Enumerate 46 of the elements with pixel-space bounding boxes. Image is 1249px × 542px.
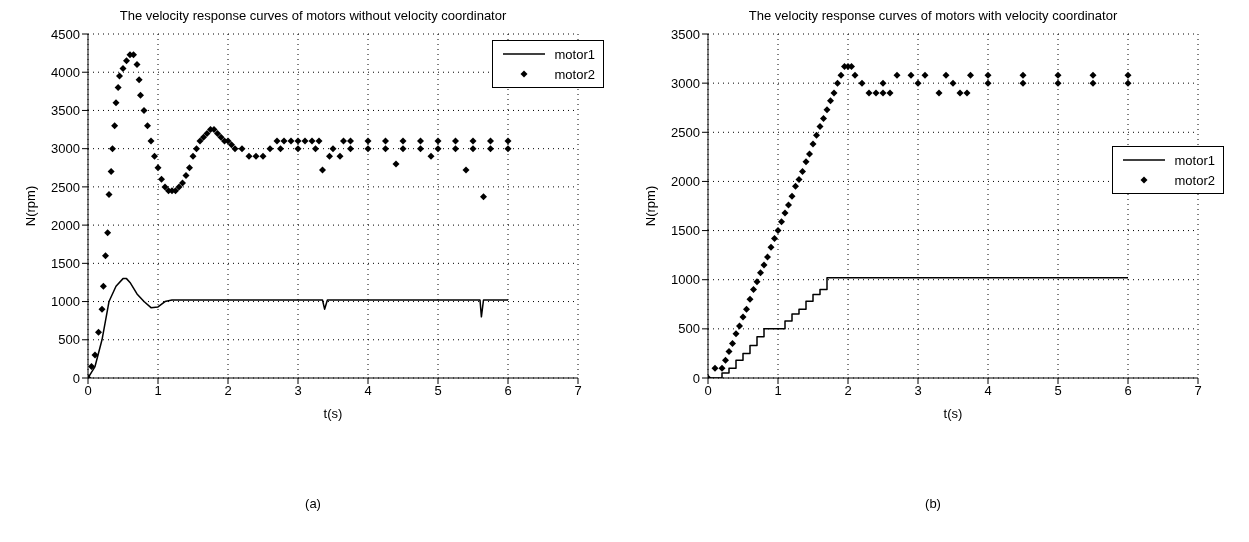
y-tick-label: 2500	[671, 124, 700, 140]
x-tick-label: 4	[364, 383, 372, 399]
y-tick-label: 0	[72, 370, 80, 386]
chart-title: The velocity response curves of motors with velocity coordinator	[747, 8, 1119, 25]
x-tick-label: 3	[294, 383, 302, 399]
y-tick-label: 0	[692, 370, 700, 386]
y-tick-label: 500	[58, 332, 80, 348]
x-tick-label: 3	[914, 383, 922, 399]
x-tick-label: 5	[434, 383, 442, 399]
x-tick-label: 2	[224, 383, 232, 399]
y-tick-label: 2500	[51, 179, 80, 195]
y-tick-label: 1000	[51, 294, 80, 310]
legend-label: motor2	[554, 66, 595, 82]
x-tick-label: 1	[154, 383, 162, 399]
x-tick-label: 0	[704, 383, 712, 399]
y-tick-label: 1000	[671, 272, 700, 288]
x-axis-title: t(s)	[943, 406, 963, 421]
x-tick-label: 1	[774, 383, 782, 399]
y-tick-label: 2000	[51, 217, 80, 233]
x-tick-label: 6	[1124, 383, 1132, 399]
legend-label: motor1	[1174, 152, 1215, 168]
y-tick-label: 4500	[51, 26, 80, 42]
legend-label: motor1	[554, 46, 595, 62]
y-tick-label: 500	[678, 321, 700, 337]
y-tick-label: 1500	[671, 223, 700, 239]
y-tick-label: 2000	[671, 174, 700, 190]
y-tick-label: 3500	[51, 103, 80, 119]
x-tick-label: 2	[844, 383, 852, 399]
y-tick-label: 1500	[51, 255, 80, 271]
y-tick-label: 3000	[51, 141, 80, 157]
x-tick-label: 6	[504, 383, 512, 399]
x-tick-label: 7	[574, 383, 582, 399]
legend-label: motor2	[1174, 172, 1215, 188]
y-axis-title: N(rpm)	[22, 185, 38, 227]
y-axis-title: N(rpm)	[642, 185, 658, 227]
x-tick-label: 7	[1194, 383, 1202, 399]
chart-title: The velocity response curves of motors without velocity coordinator	[118, 8, 508, 25]
y-tick-label: 3500	[671, 26, 700, 42]
x-tick-label: 0	[84, 383, 92, 399]
x-tick-label: 5	[1054, 383, 1062, 399]
y-tick-label: 4000	[51, 64, 80, 80]
y-tick-label: 3000	[671, 75, 700, 91]
x-tick-label: 4	[984, 383, 992, 399]
text: (b)	[924, 496, 942, 511]
text: (a)	[304, 496, 322, 511]
x-axis-title: t(s)	[323, 406, 343, 421]
